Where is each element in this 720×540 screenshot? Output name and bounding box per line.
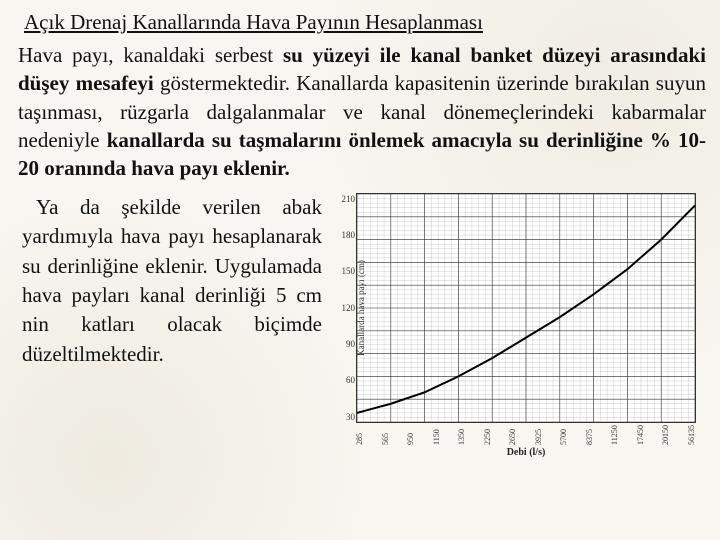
chart-y-tick: 180 bbox=[331, 230, 355, 240]
chart-x-tick: 56135 bbox=[688, 425, 696, 445]
paragraph-1: Hava payı, kanaldaki serbest su yüzeyi i… bbox=[18, 41, 706, 183]
p1-text-1: Hava payı, kanaldaki serbest bbox=[18, 43, 283, 67]
chart-y-tick: 150 bbox=[331, 266, 355, 276]
paragraph-2: Ya da şekilde verilen abak yardımıyla ha… bbox=[22, 193, 322, 458]
chart-x-tick: 2250 bbox=[484, 425, 492, 445]
chart-container: Kanallarda hava payı (cm) 21018015012090… bbox=[346, 193, 706, 458]
p2-text: Ya da şekilde verilen abak yardımıyla ha… bbox=[22, 195, 322, 366]
chart-x-tick: 950 bbox=[407, 425, 415, 445]
chart-x-tick: 1350 bbox=[458, 425, 466, 445]
chart-x-tick: 285 bbox=[356, 425, 364, 445]
p1-bold-2: kanallarda su taşmalarını önlemek amacıy… bbox=[18, 128, 706, 180]
chart-y-ticks: 210 180 150 120 90 60 30 bbox=[331, 194, 355, 422]
chart-x-tick: 11250 bbox=[611, 425, 619, 445]
chart-x-ticks: 285 565 950 1150 1350 2250 2650 3925 5700 8375 112… bbox=[356, 425, 696, 445]
chart-x-tick: 8375 bbox=[586, 425, 594, 445]
chart-y-tick: 120 bbox=[331, 303, 355, 313]
chart-x-tick: 1150 bbox=[433, 425, 441, 445]
page-title: Açık Drenaj Kanallarında Hava Payının He… bbox=[24, 10, 706, 35]
content-row: Ya da şekilde verilen abak yardımıyla ha… bbox=[18, 193, 706, 458]
chart-x-tick: 5700 bbox=[560, 425, 568, 445]
chart-x-tick: 17450 bbox=[637, 425, 645, 445]
chart-plot-area: Kanallarda hava payı (cm) 21018015012090… bbox=[356, 193, 696, 423]
chart-x-tick: 2650 bbox=[509, 425, 517, 445]
chart-x-tick: 3925 bbox=[535, 425, 543, 445]
chart-svg bbox=[357, 194, 695, 422]
chart-y-tick: 30 bbox=[331, 412, 355, 422]
chart-grid-major bbox=[357, 194, 695, 422]
chart-y-tick: 90 bbox=[331, 339, 355, 349]
chart-x-tick: 20150 bbox=[662, 425, 670, 445]
chart-x-label: Debi (l/s) bbox=[507, 447, 546, 458]
chart-x-tick: 565 bbox=[382, 425, 390, 445]
chart-y-tick: 210 bbox=[331, 194, 355, 204]
chart-y-tick: 60 bbox=[331, 375, 355, 385]
